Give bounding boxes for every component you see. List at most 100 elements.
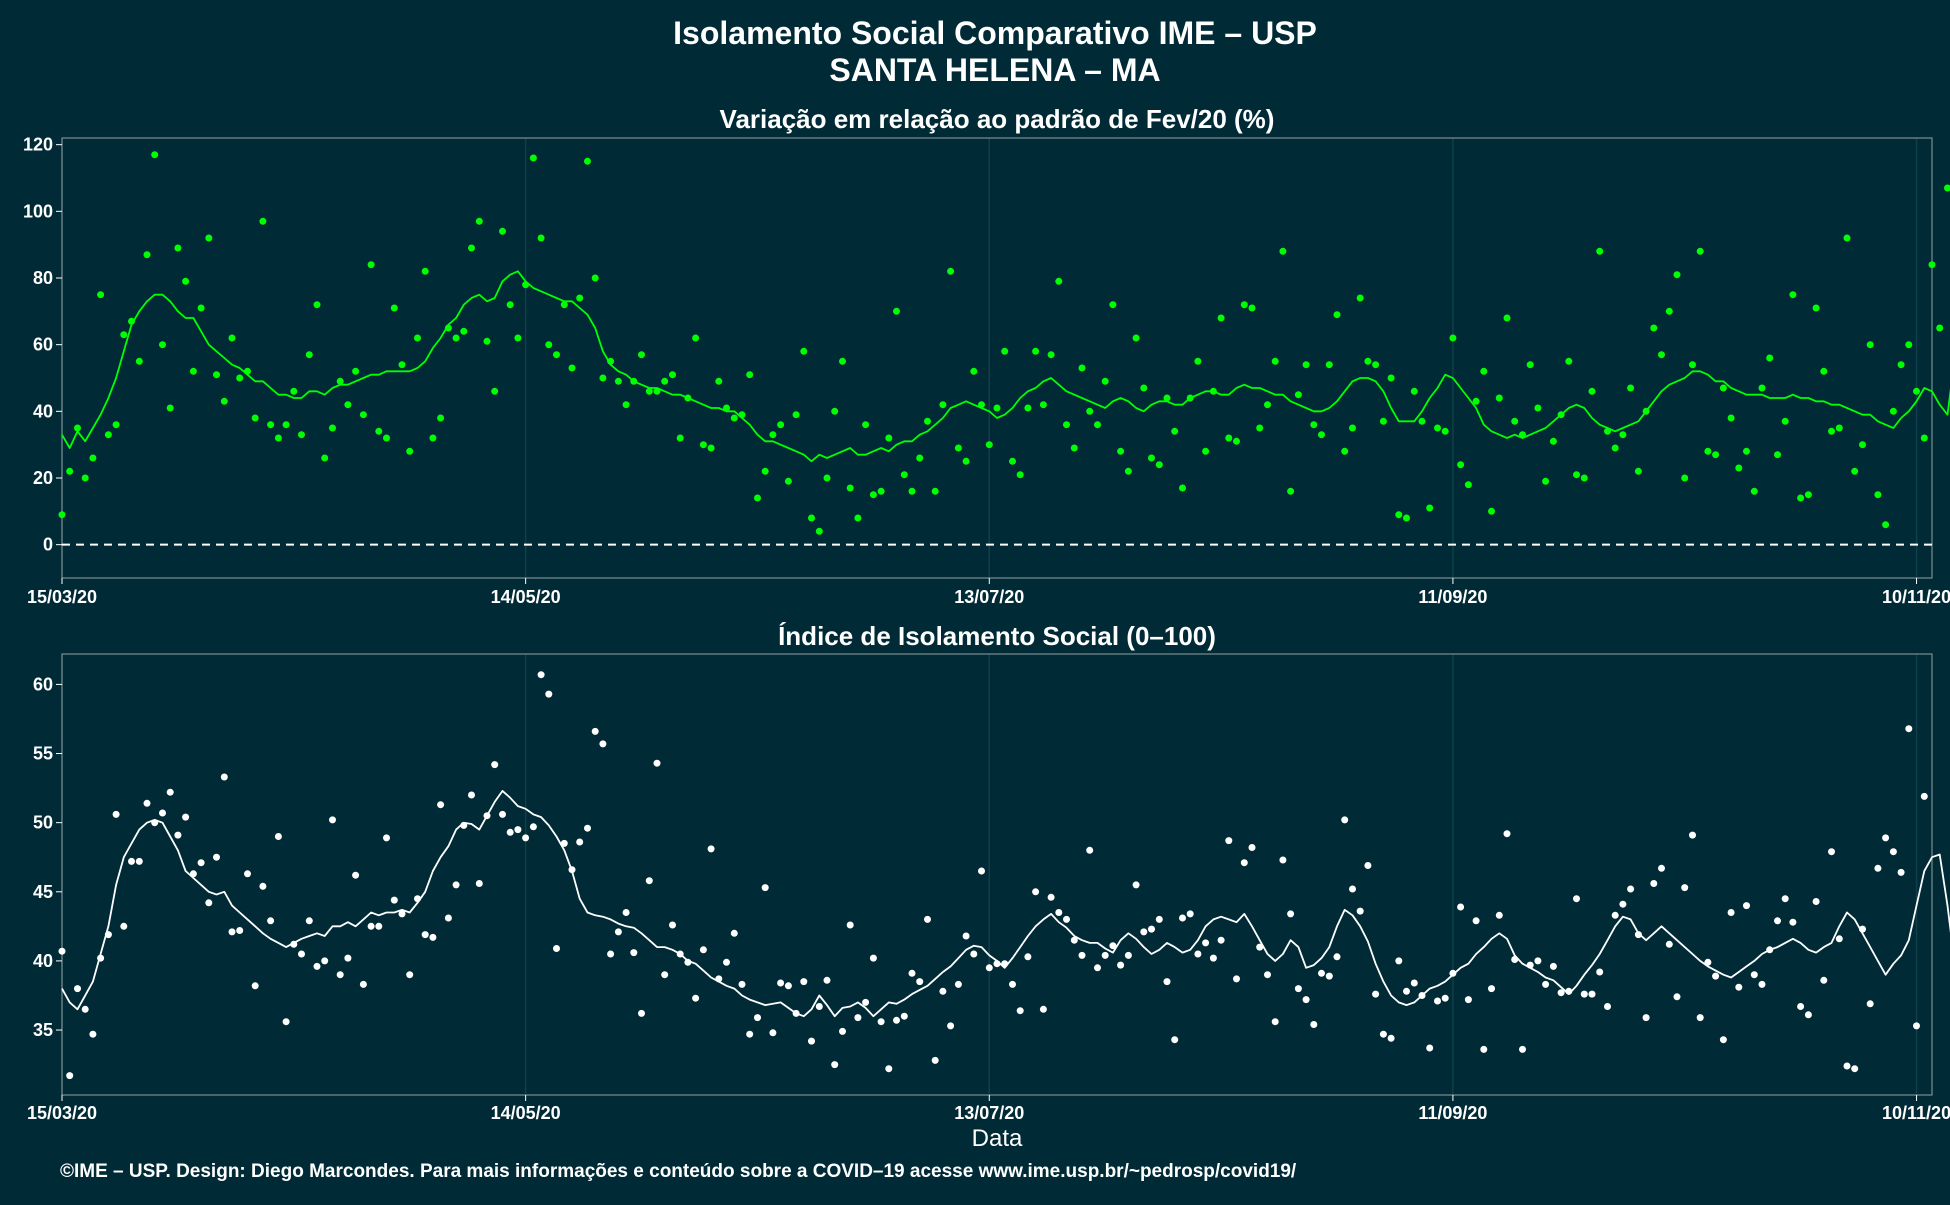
data-point-index-162 xyxy=(1310,1021,1318,1028)
data-point-variation-14 xyxy=(166,404,174,412)
data-point-variation-59 xyxy=(514,334,522,342)
data-point-variation-148 xyxy=(1202,447,1210,455)
data-point-variation-44 xyxy=(398,361,406,369)
moving-average-line-variation xyxy=(61,270,1950,463)
data-point-index-43 xyxy=(390,896,398,904)
data-point-index-222 xyxy=(1774,917,1781,925)
data-point-variation-129 xyxy=(1055,277,1063,285)
data-point-index-141 xyxy=(1148,925,1155,933)
data-point-index-153 xyxy=(1240,859,1248,867)
data-point-index-19 xyxy=(205,899,213,907)
data-point-index-128 xyxy=(1047,893,1055,901)
data-point-variation-133 xyxy=(1086,407,1094,415)
data-point-index-208 xyxy=(1665,940,1673,948)
data-point-variation-240 xyxy=(1913,387,1920,395)
data-point-variation-111 xyxy=(916,454,924,462)
data-point-index-77 xyxy=(653,759,661,767)
panel-title-index: Índice de Isolamento Social (0–100) xyxy=(778,621,1216,651)
data-point-index-161 xyxy=(1302,996,1310,1004)
data-point-index-3 xyxy=(81,1005,89,1013)
chart-subtitle: SANTA HELENA – MA xyxy=(829,52,1160,88)
data-point-variation-193 xyxy=(1549,437,1557,445)
data-point-variation-77 xyxy=(653,387,661,395)
data-point-index-165 xyxy=(1333,953,1341,961)
data-point-index-64 xyxy=(553,945,560,952)
data-point-index-224 xyxy=(1789,918,1797,926)
data-point-variation-218 xyxy=(1743,447,1750,455)
data-point-index-22 xyxy=(228,928,236,936)
data-point-index-146 xyxy=(1186,910,1194,918)
data-point-variation-10 xyxy=(135,357,143,365)
data-point-variation-70 xyxy=(599,374,607,382)
data-point-variation-121 xyxy=(993,404,1001,412)
data-point-index-23 xyxy=(236,927,244,934)
data-point-index-37 xyxy=(344,954,352,962)
y-tick-label-index-2: 45 xyxy=(33,882,53,902)
data-point-variation-191 xyxy=(1534,404,1542,412)
data-point-variation-168 xyxy=(1356,294,1364,302)
data-point-variation-71 xyxy=(607,357,615,365)
data-point-index-204 xyxy=(1634,931,1642,939)
data-point-index-119 xyxy=(978,867,985,875)
data-point-variation-99 xyxy=(823,474,831,482)
data-point-index-234 xyxy=(1866,1000,1874,1008)
data-point-index-123 xyxy=(1009,980,1016,988)
data-point-index-203 xyxy=(1627,885,1635,893)
data-point-variation-158 xyxy=(1279,247,1287,255)
data-point-variation-26 xyxy=(259,217,267,225)
data-point-variation-167 xyxy=(1349,424,1356,432)
data-point-variation-76 xyxy=(645,387,653,395)
data-point-index-61 xyxy=(529,823,537,831)
data-point-index-211 xyxy=(1689,831,1696,839)
data-point-index-163 xyxy=(1318,969,1325,977)
data-point-variation-92 xyxy=(769,431,777,439)
data-point-variation-156 xyxy=(1264,401,1271,409)
data-point-variation-107 xyxy=(885,434,893,442)
data-point-variation-52 xyxy=(460,327,468,335)
data-point-variation-217 xyxy=(1735,464,1743,472)
data-point-variation-164 xyxy=(1325,361,1333,369)
y-tick-label-index-4: 55 xyxy=(33,744,53,764)
data-point-index-112 xyxy=(924,915,931,923)
data-point-variation-214 xyxy=(1712,451,1720,459)
data-point-variation-32 xyxy=(305,351,313,359)
data-point-variation-173 xyxy=(1395,511,1403,519)
data-point-variation-50 xyxy=(444,324,452,332)
data-point-variation-210 xyxy=(1681,474,1689,482)
data-point-index-71 xyxy=(607,950,615,958)
data-point-variation-183 xyxy=(1472,397,1480,405)
data-point-variation-216 xyxy=(1727,414,1735,422)
data-point-variation-28 xyxy=(274,434,282,442)
data-point-variation-147 xyxy=(1194,357,1202,365)
data-point-variation-64 xyxy=(553,351,560,359)
data-point-index-48 xyxy=(429,933,437,941)
data-point-variation-2 xyxy=(74,424,81,432)
data-point-index-66 xyxy=(568,866,576,874)
data-point-index-88 xyxy=(738,980,746,988)
data-point-index-134 xyxy=(1094,964,1101,972)
data-point-variation-212 xyxy=(1696,247,1704,255)
x-axis-label: Data xyxy=(972,1125,1023,1152)
data-point-variation-110 xyxy=(908,487,916,495)
data-point-variation-235 xyxy=(1874,491,1882,499)
data-point-index-75 xyxy=(638,1009,645,1017)
data-point-index-230 xyxy=(1835,935,1843,943)
data-point-variation-225 xyxy=(1797,494,1805,502)
data-point-variation-102 xyxy=(846,484,854,492)
data-point-variation-87 xyxy=(730,414,738,422)
data-point-index-91 xyxy=(761,884,769,892)
data-point-variation-233 xyxy=(1859,441,1866,449)
data-point-index-76 xyxy=(645,877,653,885)
data-point-variation-85 xyxy=(715,377,723,385)
x-tick-label-variation-3: 11/09/20 xyxy=(1418,587,1487,607)
x-tick-label-variation-4: 10/11/20 xyxy=(1882,587,1950,607)
data-point-variation-227 xyxy=(1812,304,1820,312)
data-point-variation-47 xyxy=(421,267,429,275)
data-point-variation-185 xyxy=(1488,507,1495,515)
data-point-index-187 xyxy=(1503,830,1511,838)
data-point-variation-35 xyxy=(329,424,336,432)
data-point-index-132 xyxy=(1078,951,1086,959)
data-point-variation-33 xyxy=(313,301,321,309)
data-point-index-175 xyxy=(1410,979,1418,987)
data-point-variation-25 xyxy=(251,414,259,422)
